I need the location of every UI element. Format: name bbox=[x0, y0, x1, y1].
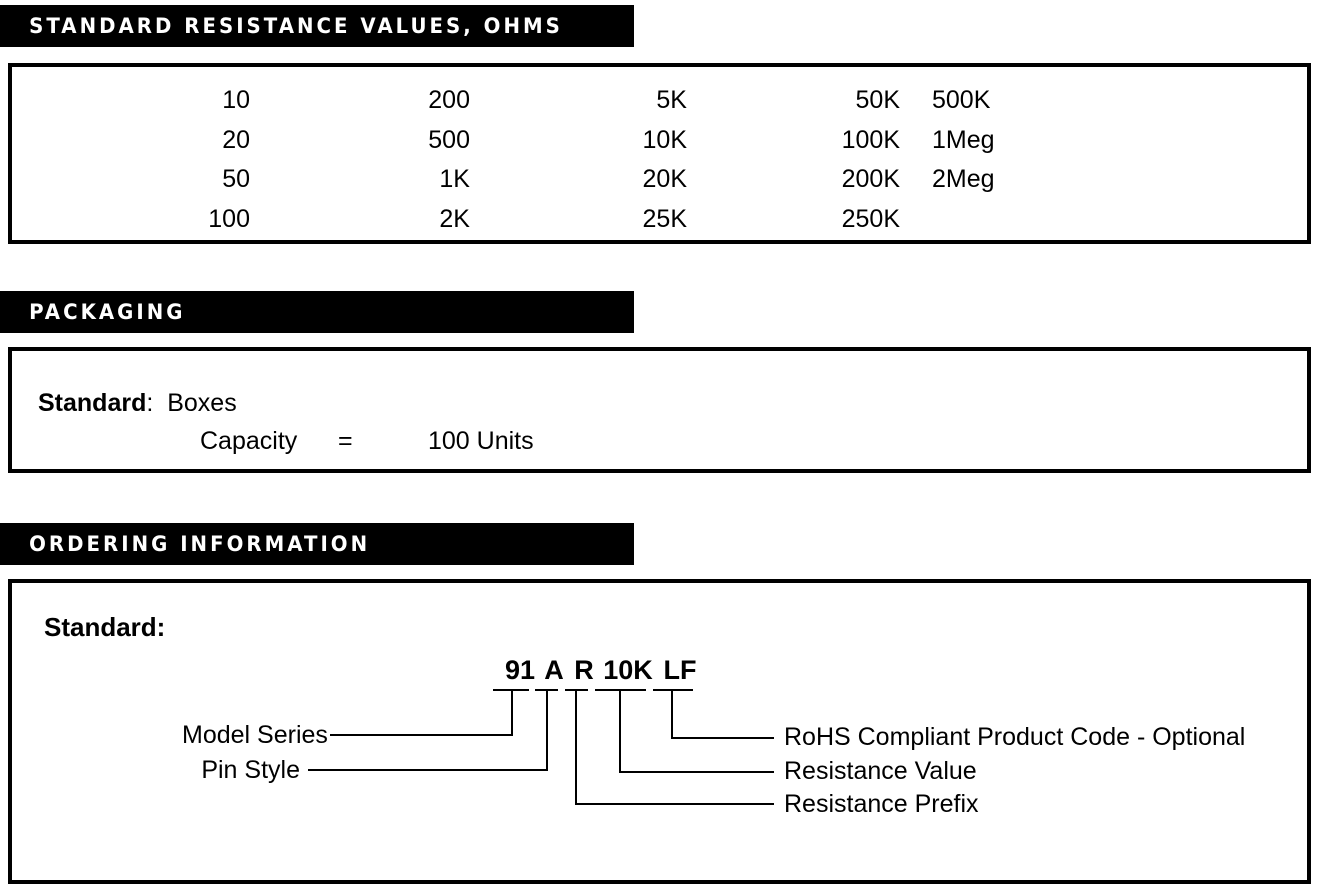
callout-label-model-series: Model Series bbox=[182, 721, 328, 749]
packaging-standard-value: Boxes bbox=[167, 389, 237, 417]
resistance-value: 200K bbox=[841, 165, 900, 193]
leader-rohs-code bbox=[671, 690, 774, 739]
resistance-value: 2K bbox=[439, 204, 470, 233]
callout-label-resistance-value: Resistance Value bbox=[784, 757, 977, 785]
part-number-segment-rohs-code: LF bbox=[663, 655, 697, 685]
resistance-value: 20 bbox=[222, 125, 250, 154]
ordering-standard-label: Standard: bbox=[44, 612, 166, 642]
resistance-value: 10 bbox=[222, 86, 250, 114]
packaging-standard-row: Standard: Boxes bbox=[38, 389, 237, 418]
resistance-value: 250K bbox=[841, 204, 900, 233]
leader-pin-style bbox=[308, 690, 548, 771]
resistance-value: 500 bbox=[428, 125, 470, 154]
section-header-packaging: PACKAGING bbox=[0, 291, 634, 333]
leader-resistance-prefix bbox=[575, 690, 774, 805]
callout-label-rohs-code: RoHS Compliant Product Code - Optional bbox=[784, 723, 1246, 751]
resistance-value: 1Meg bbox=[932, 125, 995, 154]
packaging-content: Standard: Boxes Capacity = 100 Units bbox=[8, 347, 1311, 473]
part-number-segment-model-series: 91 bbox=[504, 655, 536, 685]
section-title-ordering: ORDERING INFORMATION bbox=[29, 532, 371, 556]
resistance-value: 100 bbox=[208, 204, 250, 233]
leader-resistance-value bbox=[619, 690, 774, 773]
section-title-resistance: STANDARD RESISTANCE VALUES, OHMS bbox=[29, 14, 563, 38]
resistance-value: 20K bbox=[642, 165, 687, 193]
leader-model-series bbox=[330, 690, 513, 736]
resistance-column-1: 10 20 50 100 bbox=[12, 81, 250, 239]
part-number-segment-resistance-prefix: R bbox=[574, 655, 594, 685]
packaging-capacity-row: Capacity = 100 Units bbox=[200, 427, 534, 456]
resistance-column-3: 5K 10K 20K 25K bbox=[470, 81, 687, 239]
section-header-resistance: STANDARD RESISTANCE VALUES, OHMS bbox=[0, 5, 634, 47]
resistance-value: 25K bbox=[642, 204, 687, 233]
resistance-value: 50K bbox=[855, 86, 900, 114]
resistance-value: 200 bbox=[428, 86, 470, 114]
resistance-values-table: 10 20 50 100 200 500 1K 2K 5K 10K 20K 25… bbox=[8, 63, 1311, 244]
packaging-standard-label: Standard bbox=[38, 389, 147, 417]
section-header-ordering: ORDERING INFORMATION bbox=[0, 523, 634, 565]
resistance-value: 500K bbox=[932, 86, 991, 114]
packaging-capacity-label: Capacity bbox=[200, 427, 298, 455]
resistance-column-5: 500K 1Meg 2Meg bbox=[900, 81, 1150, 239]
section-title-packaging: PACKAGING bbox=[29, 300, 186, 324]
callout-label-pin-style: Pin Style bbox=[201, 756, 300, 784]
resistance-value: 1K bbox=[439, 165, 470, 193]
callout-label-resistance-prefix: Resistance Prefix bbox=[784, 790, 979, 818]
resistance-value: 2Meg bbox=[932, 165, 995, 193]
ordering-content: Standard: 91 A R 10K LF Model S bbox=[8, 579, 1311, 884]
packaging-capacity-value: 100 Units bbox=[428, 427, 534, 455]
part-number-code: 91 A R 10K LF bbox=[12, 655, 1307, 689]
packaging-standard-colon: : bbox=[146, 389, 154, 417]
resistance-column-2: 200 500 1K 2K bbox=[250, 81, 470, 239]
part-number-segment-pin-style: A bbox=[544, 655, 564, 685]
resistance-value: 100K bbox=[841, 125, 900, 154]
part-number-segment-resistance-value: 10K bbox=[603, 655, 653, 685]
packaging-capacity-equals: = bbox=[338, 427, 353, 455]
resistance-value: 10K bbox=[642, 125, 687, 154]
resistance-grid: 10 20 50 100 200 500 1K 2K 5K 10K 20K 25… bbox=[12, 81, 1307, 239]
resistance-value: 5K bbox=[656, 86, 687, 114]
resistance-value: 50 bbox=[222, 165, 250, 193]
resistance-column-4: 50K 100K 200K 250K bbox=[687, 81, 900, 239]
